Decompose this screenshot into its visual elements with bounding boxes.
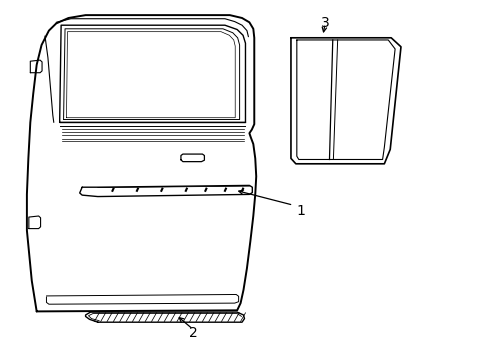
Text: 2: 2 bbox=[188, 326, 197, 340]
Text: 1: 1 bbox=[296, 204, 305, 217]
Text: 3: 3 bbox=[320, 17, 329, 30]
